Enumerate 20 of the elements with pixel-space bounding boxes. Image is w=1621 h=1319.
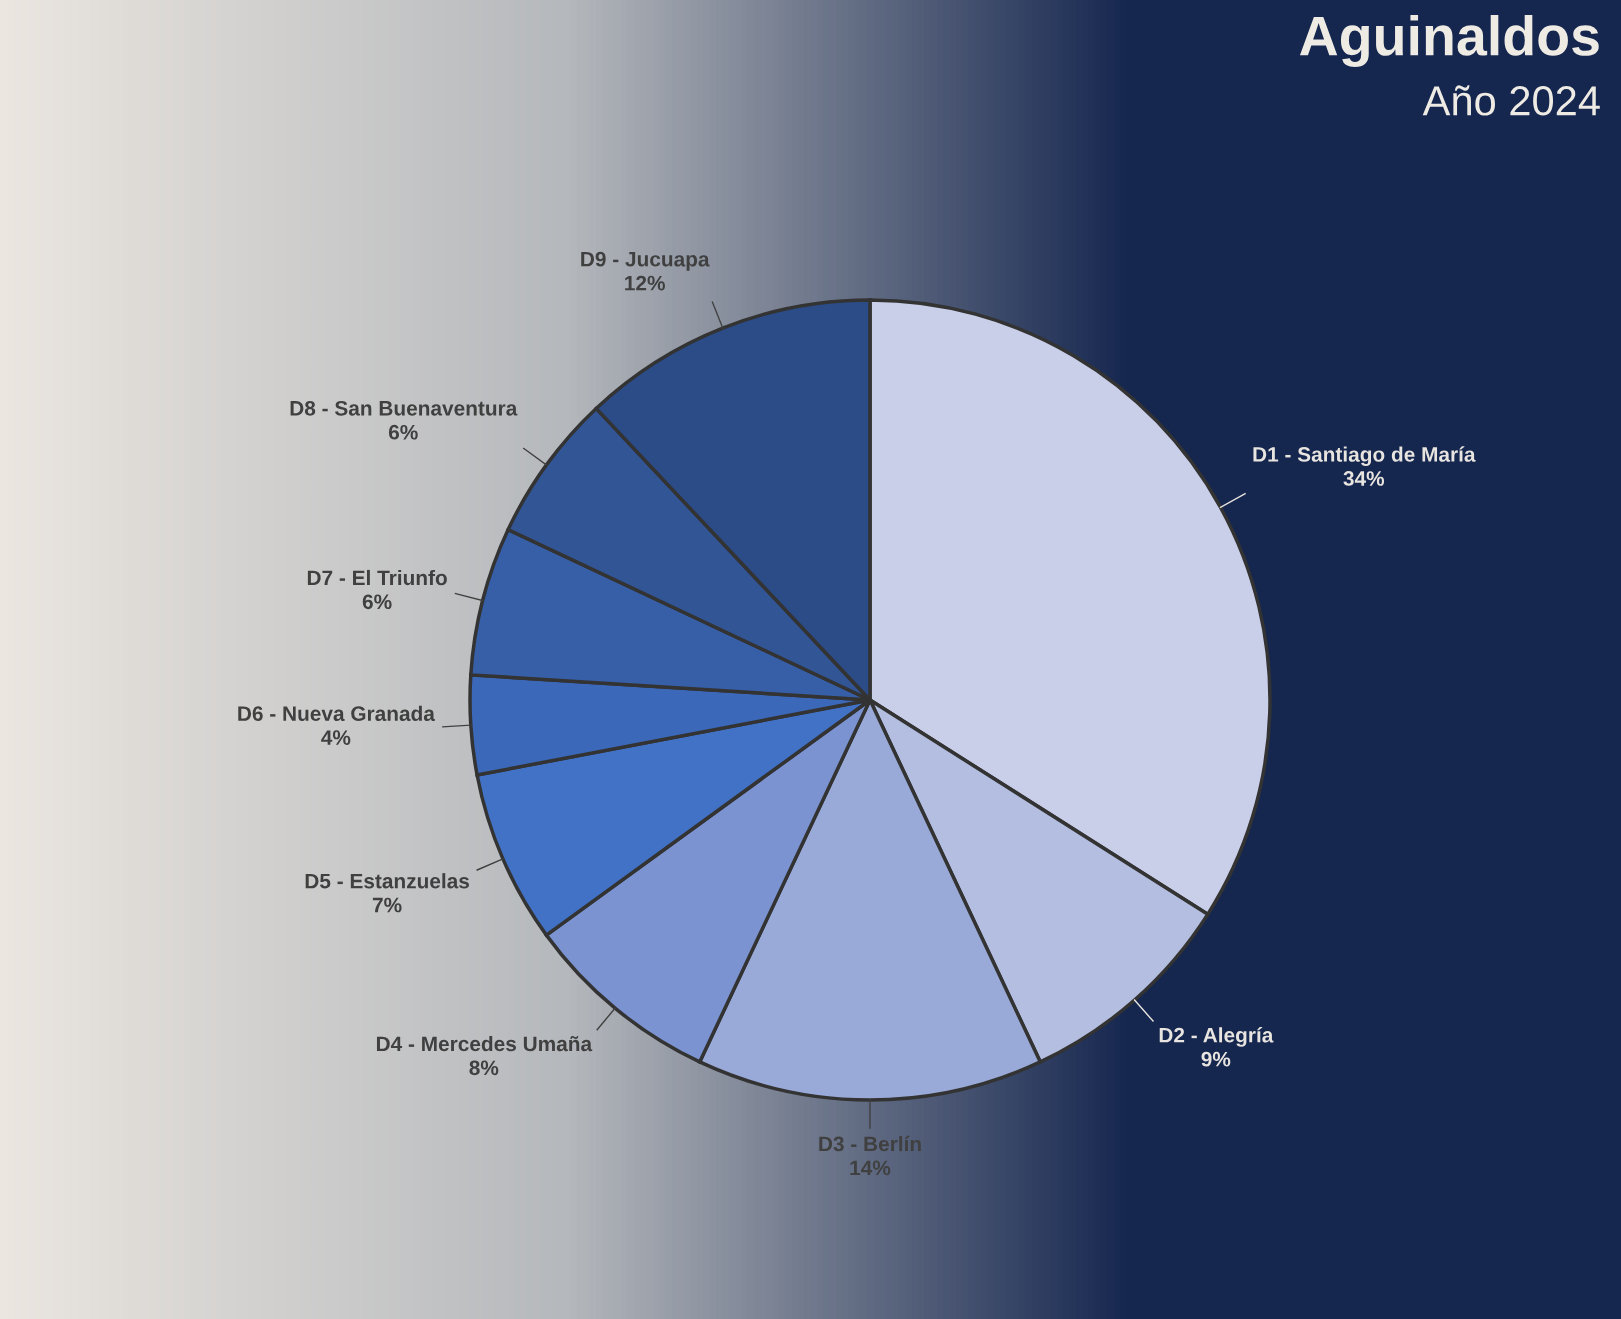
data-label: 6% (362, 594, 392, 610)
data-label: 8% (469, 1060, 499, 1076)
slice-label: D1 - Santiago de María (1253, 446, 1476, 467)
slice-label: D6 - Nueva Granada (238, 705, 436, 721)
data-label: 6% (388, 424, 418, 440)
data-label: 14% (850, 1160, 891, 1176)
data-label: 12% (625, 275, 665, 291)
slice-label: D5 - Estanzuelas (305, 873, 470, 889)
slice-label: D2 - Alegría (1159, 1027, 1274, 1047)
chart-title: Aguinaldos (1299, 15, 1599, 68)
data-label: 4% (321, 730, 351, 745)
slice-label: D8 - San Buenaventura (290, 400, 518, 416)
data-label: 7% (372, 897, 402, 913)
slice-label: D3 - Berlín (819, 1135, 921, 1152)
data-label: 34% (1343, 471, 1385, 486)
slice-label: D9 - Jucuapa (581, 251, 710, 271)
data-label: 9% (1201, 1051, 1231, 1067)
slice-label: D4 - Mercedes Umaña (376, 1035, 593, 1052)
chart-subtitle: Año 2024 (1422, 85, 1600, 116)
slice-label: D7 - El Triunfo (307, 569, 447, 586)
